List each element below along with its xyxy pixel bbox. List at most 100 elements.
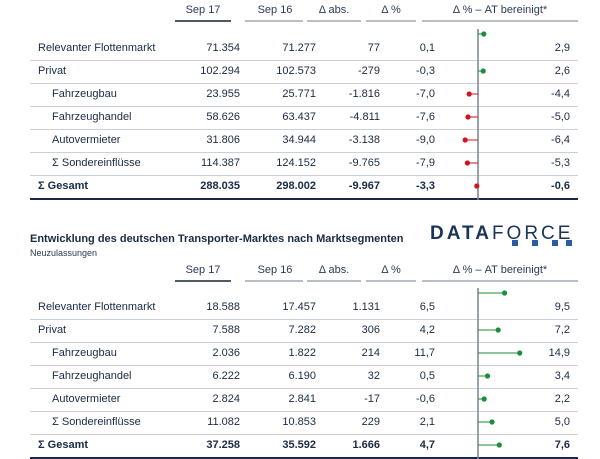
cell-sep17: 102.294 [200, 65, 240, 77]
row-label: Autovermieter [52, 393, 121, 405]
cell-adj: -0,6 [551, 180, 570, 192]
cell-sep16: 1.822 [288, 347, 316, 359]
cell-adj: -5,0 [551, 111, 570, 123]
cell-abs: 77 [367, 42, 380, 54]
cell-adj: 7,2 [554, 324, 570, 336]
dot-marker [489, 419, 495, 425]
cell-adj: -5,3 [551, 157, 570, 169]
cell-adj: 14,9 [548, 347, 570, 359]
cell-sep16: 124.152 [276, 157, 316, 169]
cell-adj: 9,5 [554, 301, 570, 313]
cell-pct: -7,9 [416, 157, 435, 169]
cell-abs: 306 [361, 324, 380, 336]
dot-marker [481, 31, 487, 37]
cell-sep16: 35.592 [282, 439, 316, 451]
dot-marker [465, 114, 471, 120]
cell-sep16: 298.002 [276, 180, 316, 192]
cell-pct: -0,6 [416, 393, 435, 405]
cell-adj: 5,0 [554, 416, 570, 428]
logo-dot [566, 240, 572, 246]
row-label: Autovermieter [52, 134, 121, 146]
table-row: Σ Sondereinflüsse 114.387 124.152 -9.765 -7,… [30, 152, 578, 176]
cell-pct: 2,1 [419, 416, 435, 428]
section-2-subtitle: Neuzulassungen [30, 248, 98, 258]
section-2-title: Entwicklung des deutschen Transporter-Ma… [30, 233, 404, 245]
cell-adj: 2,6 [554, 65, 570, 77]
cell-sep17: 114.387 [201, 157, 240, 169]
cell-sep16: 2.841 [288, 393, 316, 405]
col-abs-header: Δ abs. [318, 264, 350, 276]
col-pct-header: Δ % [381, 4, 401, 16]
table-row: Privat 7.588 7.282 306 4,2 7,2 [30, 319, 578, 343]
dot-marker [480, 68, 486, 74]
cell-sep17: 58.626 [206, 111, 240, 123]
cell-sep16: 25.771 [282, 88, 316, 100]
cell-abs: 229 [361, 416, 380, 428]
row-label: Σ Sondereinflüsse [52, 416, 141, 428]
cell-sep17: 288.035 [200, 180, 240, 192]
cell-abs: -279 [357, 65, 380, 77]
cell-adj: 2,2 [554, 393, 570, 405]
cell-sep17: 2.036 [212, 347, 240, 359]
row-label: Σ Sondereinflüsse [52, 157, 141, 169]
cell-sep16: 17.457 [282, 301, 316, 313]
cell-sep16: 10.853 [282, 416, 316, 428]
cell-sep16: 7.282 [288, 324, 316, 336]
dot-marker [481, 396, 487, 402]
dot-marker [466, 91, 472, 97]
dot-marker [495, 327, 501, 333]
table-1-dot-chart [462, 29, 487, 200]
table-row: Fahrzeughandel 6.222 6.190 32 0,5 3,4 [30, 365, 578, 389]
cell-sep16: 34.944 [282, 134, 316, 146]
dot-marker [496, 442, 502, 448]
cell-abs: -3.138 [348, 134, 380, 146]
cell-pct: 4,2 [419, 324, 435, 336]
dot-marker [474, 183, 480, 189]
cell-sep17: 7.588 [212, 324, 240, 336]
row-label: Fahrzeughandel [52, 370, 132, 382]
cell-abs: 1.666 [352, 439, 380, 451]
table-row: Fahrzeugbau 2.036 1.822 214 11,7 14,9 [30, 342, 578, 366]
cell-pct: -7,6 [416, 111, 435, 123]
dataforce-logo: DATAFORCE [430, 223, 574, 244]
table-1-header: Sep 17 Sep 16 Δ abs. Δ % Δ % – AT berein… [0, 0, 600, 26]
col-adj-header: Δ % – AT bereinigt* [452, 4, 548, 16]
cell-pct: -7,0 [416, 88, 435, 100]
cell-abs: -9.967 [348, 180, 380, 192]
total-row: Σ Gesamt 288.035 298.002 -9.967 -3,3 -0,6 [30, 175, 578, 200]
cell-abs: 214 [361, 347, 380, 359]
row-label: Σ Gesamt [38, 439, 89, 451]
cell-sep17: 31.806 [206, 134, 240, 146]
cell-pct: -0,3 [416, 65, 435, 77]
row-label: Relevanter Flottenmarkt [38, 301, 156, 313]
cell-pct: 0,5 [419, 370, 435, 382]
logo-dot [552, 240, 558, 246]
cell-sep17: 6.222 [212, 370, 240, 382]
cell-adj: 7,6 [554, 439, 570, 451]
cell-abs: 32 [367, 370, 380, 382]
table-row: Autovermieter 2.824 2.841 -17 -0,6 2,2 [30, 388, 578, 412]
dot-marker [502, 290, 508, 296]
table-row: Relevanter Flottenmarkt 71.354 71.277 77 0,1… [30, 37, 578, 61]
dot-marker [484, 373, 491, 379]
row-label: Privat [38, 324, 67, 336]
col-sep16-header: Sep 16 [257, 264, 293, 276]
cell-abs: -17 [364, 393, 380, 405]
cell-adj: 2,9 [554, 42, 570, 54]
row-label: Σ Gesamt [38, 180, 89, 192]
table-row: Autovermieter 31.806 34.944 -3.138 -9,0 -6,4 [30, 129, 578, 153]
cell-sep16: 6.190 [288, 370, 316, 382]
cell-sep17: 2.824 [212, 393, 240, 405]
col-abs-header: Δ abs. [318, 4, 350, 16]
logo-dot [532, 240, 538, 246]
cell-pct: 0,1 [419, 42, 435, 54]
col-sep17-header: Sep 17 [185, 4, 221, 16]
cell-sep17: 71.354 [206, 42, 240, 54]
cell-sep16: 71.277 [282, 42, 316, 54]
cell-sep17: 37.258 [206, 439, 240, 451]
cell-abs: 1.131 [352, 301, 380, 313]
table-2-header: Sep 17 Sep 16 Δ abs. Δ % Δ % – AT berein… [0, 260, 600, 286]
cell-adj: -4,4 [551, 88, 570, 100]
cell-adj: 3,4 [554, 370, 570, 382]
